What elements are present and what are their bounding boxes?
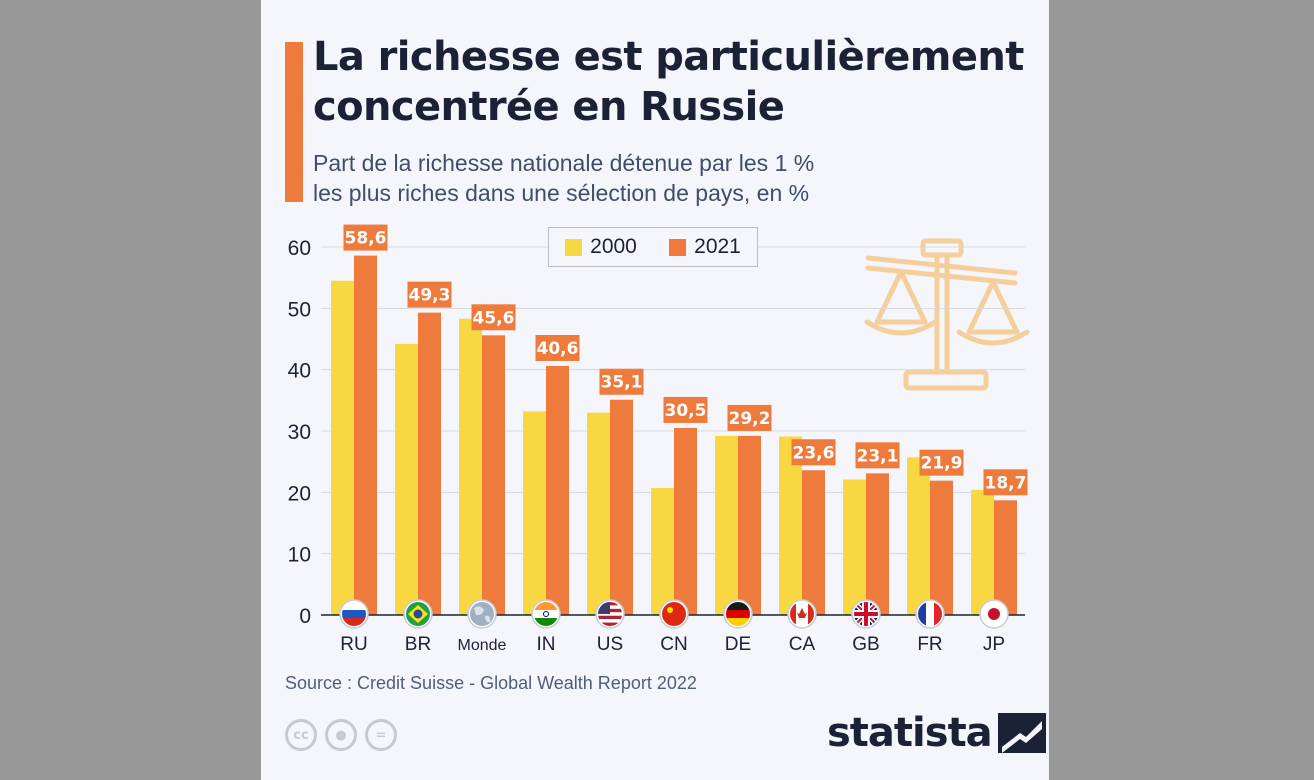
bar-2000-BR <box>395 343 418 615</box>
x-tick-label: GB <box>852 634 879 655</box>
legend-swatch-2021 <box>669 238 687 256</box>
brazil-flag-icon <box>403 599 433 629</box>
bar-2021-GB <box>866 473 889 615</box>
value-label-box-BR <box>407 281 452 308</box>
value-label-box-GB <box>855 442 900 469</box>
japan-flag-icon <box>979 599 1009 629</box>
x-tick-label: CN <box>660 634 687 655</box>
x-tick-label: BR <box>405 634 431 655</box>
chart-title: La richesse est particulièrement concent… <box>313 34 1024 130</box>
y-tick-label: 10 <box>288 544 311 567</box>
value-label-box-Monde <box>471 304 516 331</box>
value-label-JP: 18,7 <box>985 473 1027 493</box>
x-tick-label: JP <box>983 634 1005 655</box>
value-label-box-FR <box>919 449 964 476</box>
value-label-box-JP <box>983 469 1028 496</box>
bar-2000-JP <box>971 489 994 615</box>
globe-icon <box>467 599 497 629</box>
value-label-box-RU <box>343 224 388 251</box>
x-tick-label: RU <box>340 634 367 655</box>
y-tick-label: 30 <box>288 421 311 444</box>
india-flag-icon <box>531 599 561 629</box>
cc-icon[interactable]: cc <box>285 719 317 751</box>
title-accent-bar <box>285 42 303 202</box>
source-note: Source : Credit Suisse - Global Wealth R… <box>285 673 697 693</box>
bar-2000-CA <box>779 436 802 615</box>
statista-logo[interactable]: statista <box>827 710 1046 756</box>
y-tick-label: 0 <box>299 605 311 628</box>
bar-2021-RU <box>354 255 377 615</box>
russia-flag-icon <box>339 599 369 629</box>
value-label-box-CA <box>791 439 836 466</box>
x-tick-label: IN <box>537 634 556 655</box>
bar-2021-Monde <box>482 335 505 615</box>
bar-2021-FR <box>930 480 953 615</box>
bar-2021-IN <box>546 365 569 615</box>
usa-flag-icon <box>595 599 625 629</box>
bar-2000-GB <box>843 479 866 615</box>
no-derivatives-icon[interactable]: = <box>365 719 397 751</box>
germany-flag-icon <box>723 599 753 629</box>
bar-2021-JP <box>994 500 1017 615</box>
bar-2021-DE <box>738 435 761 615</box>
legend-swatch-2000 <box>565 238 583 256</box>
bar-2000-Monde <box>459 318 482 615</box>
value-label-GB: 23,1 <box>857 446 899 466</box>
subtitle-line-2: les plus riches dans une sélection de pa… <box>313 180 810 206</box>
value-label-CN: 30,5 <box>665 401 707 421</box>
y-tick-label: 60 <box>288 237 311 260</box>
bar-2000-CN <box>651 488 674 615</box>
y-tick-label: 40 <box>288 360 311 383</box>
france-flag-icon <box>915 599 945 629</box>
bar-2000-FR <box>907 457 930 615</box>
value-label-CA: 23,6 <box>793 443 835 463</box>
bar-2021-CA <box>802 470 825 615</box>
license-icons: cc ● = <box>285 719 397 751</box>
value-label-box-CN <box>663 396 708 423</box>
value-label-Monde: 45,6 <box>473 308 515 328</box>
value-label-US: 35,1 <box>601 373 643 393</box>
bar-2021-BR <box>418 312 441 615</box>
canada-flag-icon <box>787 599 817 629</box>
balance-scale-icon <box>864 238 1030 391</box>
value-label-box-US <box>599 368 644 395</box>
china-flag-icon <box>659 599 689 629</box>
x-tick-label: US <box>597 634 623 655</box>
value-label-FR: 21,9 <box>921 454 963 474</box>
x-tick-label: DE <box>725 634 751 655</box>
value-label-box-DE <box>727 404 772 431</box>
bar-2000-RU <box>331 280 354 615</box>
statista-logo-icon <box>997 713 1046 753</box>
legend-item-2000: 2000 <box>565 235 637 259</box>
y-tick-label: 50 <box>288 298 311 321</box>
value-label-DE: 29,2 <box>729 409 771 429</box>
bar-chart: 58,6 49,3 45,6 40,6 35,1 30,5 29,2 23,6 23,1 21,9… <box>288 224 1030 655</box>
x-tick-label: Monde <box>458 637 507 654</box>
attribution-icon[interactable]: ● <box>325 719 357 751</box>
bar-2000-DE <box>715 435 738 615</box>
bar-2021-US <box>610 399 633 615</box>
uk-flag-icon <box>851 599 881 629</box>
x-tick-label: CA <box>789 634 816 655</box>
brand-wordmark: statista <box>827 710 993 756</box>
chart-subtitle: Part de la richesse nationale détenue pa… <box>313 148 1013 208</box>
legend-label-2000: 2000 <box>590 235 637 258</box>
legend-label-2021: 2021 <box>694 235 741 258</box>
value-label-BR: 49,3 <box>409 286 451 306</box>
bar-2021-CN <box>674 427 697 615</box>
subtitle-line-1: Part de la richesse nationale détenue pa… <box>313 150 815 176</box>
value-label-IN: 40,6 <box>537 339 579 359</box>
legend-item-2021: 2021 <box>669 235 741 259</box>
bar-2000-IN <box>523 411 546 615</box>
y-tick-label: 20 <box>288 482 311 505</box>
value-label-RU: 58,6 <box>345 229 387 249</box>
chart-legend: 2000 2021 <box>548 227 758 267</box>
bar-2000-US <box>587 412 610 615</box>
x-tick-label: FR <box>917 634 942 655</box>
infographic-card: La richesse est particulièrement concent… <box>261 0 1049 780</box>
value-label-box-IN <box>535 334 580 361</box>
